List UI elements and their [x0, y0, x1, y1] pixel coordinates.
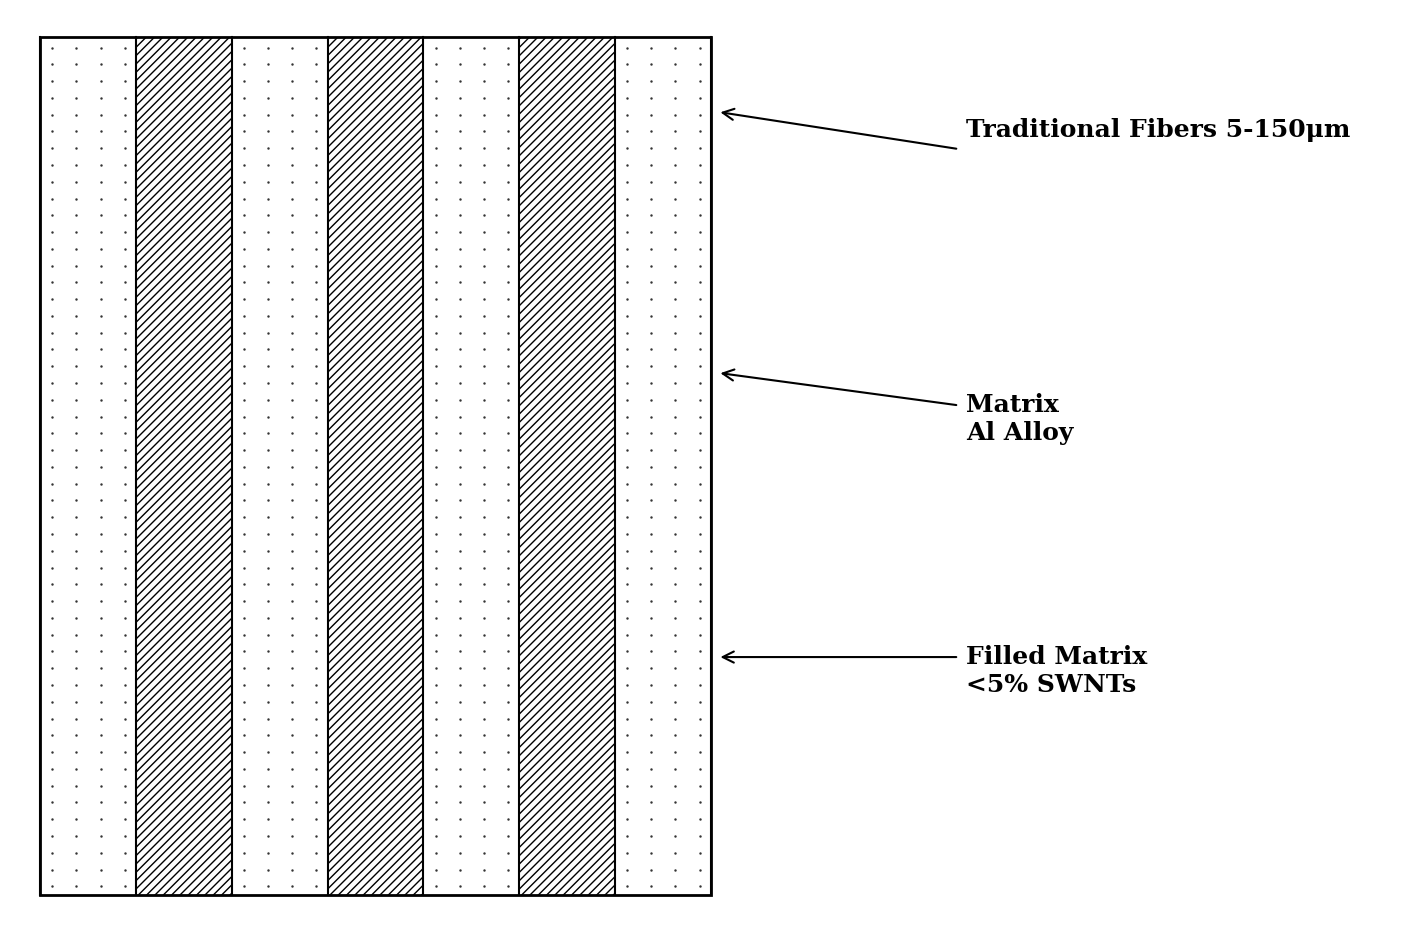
FancyBboxPatch shape [615, 37, 710, 895]
FancyBboxPatch shape [519, 37, 615, 895]
Text: Traditional Fibers 5-150μm: Traditional Fibers 5-150μm [966, 118, 1350, 143]
FancyBboxPatch shape [233, 37, 328, 895]
FancyBboxPatch shape [424, 37, 519, 895]
Text: Matrix
Al Alloy: Matrix Al Alloy [966, 393, 1073, 445]
FancyBboxPatch shape [328, 37, 424, 895]
Text: Filled Matrix
<5% SWNTs: Filled Matrix <5% SWNTs [966, 645, 1147, 697]
FancyBboxPatch shape [136, 37, 233, 895]
FancyBboxPatch shape [40, 37, 136, 895]
